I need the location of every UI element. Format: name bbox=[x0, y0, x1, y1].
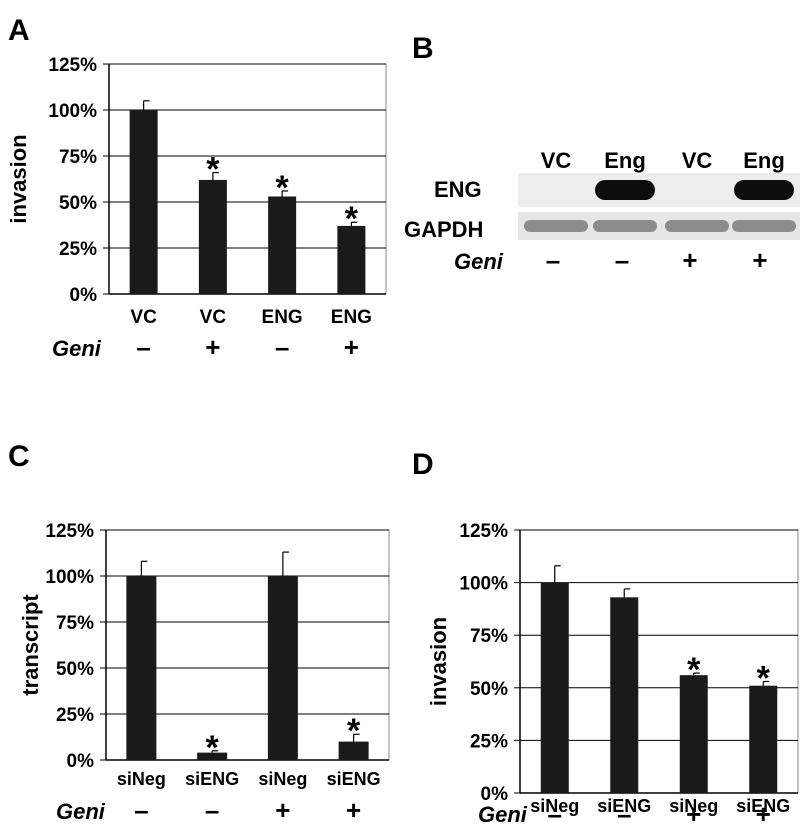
significance-marker: * bbox=[345, 200, 359, 238]
chart-panel-a: 0% 25% 50% 75% 100% 125% invasion VC – * VC + * ENG – *… bbox=[6, 55, 387, 362]
y-tick-label: 75% bbox=[470, 626, 508, 647]
y-tick-label: 75% bbox=[59, 147, 97, 168]
chart-panel-c: 0%25%50%75%100%125%transcriptsiNeg–*siEN… bbox=[18, 521, 390, 825]
bar bbox=[198, 179, 227, 294]
y-tick-label: 25% bbox=[59, 239, 97, 260]
gapdh-band bbox=[732, 220, 796, 232]
geni-sign: – bbox=[275, 332, 289, 362]
geni-sign: – bbox=[617, 799, 631, 826]
x-category-label: siNeg bbox=[117, 769, 166, 789]
geni-sign: – bbox=[205, 795, 219, 825]
x-category-label: siNeg bbox=[530, 796, 579, 816]
x-category-label: VC bbox=[130, 307, 157, 328]
bar bbox=[540, 582, 569, 793]
eng-band bbox=[734, 180, 794, 200]
blot-geni-sign: + bbox=[682, 245, 697, 275]
significance-marker: * bbox=[206, 729, 220, 767]
bar bbox=[129, 110, 158, 294]
bar bbox=[338, 741, 369, 760]
y-tick-label: 75% bbox=[56, 613, 94, 634]
bar bbox=[610, 597, 639, 793]
gapdh-band bbox=[665, 220, 729, 232]
bar bbox=[126, 576, 157, 760]
y-tick-label: 100% bbox=[459, 574, 508, 595]
blot-geni-sign: + bbox=[752, 245, 767, 275]
y-tick-label: 25% bbox=[56, 705, 94, 726]
y-tick-label: 50% bbox=[56, 659, 94, 680]
y-tick-label: 0% bbox=[481, 784, 509, 805]
geni-sign: + bbox=[686, 799, 701, 826]
blot-geni-label: Geni bbox=[454, 249, 504, 274]
geni-label: Geni bbox=[52, 336, 102, 361]
geni-sign: + bbox=[205, 332, 220, 362]
panel-label-a: A bbox=[8, 14, 30, 47]
geni-label: Geni bbox=[478, 802, 528, 826]
blot-lane-label: VC bbox=[682, 148, 713, 173]
blot-lane-label: VC bbox=[541, 148, 572, 173]
bar bbox=[679, 675, 708, 793]
x-category-label: VC bbox=[200, 307, 227, 328]
panel-label-c: C bbox=[8, 440, 30, 473]
x-category-label: ENG bbox=[331, 307, 372, 328]
geni-sign: + bbox=[344, 332, 359, 362]
x-category-label: siENG bbox=[736, 796, 790, 816]
blot-lane-label: Eng bbox=[604, 148, 646, 173]
y-tick-label: 0% bbox=[70, 285, 98, 306]
geni-label: Geni bbox=[56, 799, 106, 824]
y-tick-label: 100% bbox=[45, 567, 94, 588]
geni-sign: + bbox=[275, 795, 290, 825]
y-axis-label: transcript bbox=[18, 594, 43, 696]
y-tick-label: 25% bbox=[470, 731, 508, 752]
blot-lane-label: Eng bbox=[743, 148, 785, 173]
significance-marker: * bbox=[206, 151, 220, 189]
geni-sign: + bbox=[756, 799, 771, 826]
significance-marker: * bbox=[276, 169, 290, 207]
blot-bands bbox=[524, 180, 796, 232]
y-tick-label: 50% bbox=[59, 193, 97, 214]
x-category-label: siNeg bbox=[669, 796, 718, 816]
panel-label-b: B bbox=[412, 32, 434, 65]
significance-marker: * bbox=[757, 659, 771, 697]
gapdh-band bbox=[524, 220, 588, 232]
blot-row-label-eng: ENG bbox=[434, 177, 482, 202]
western-blot-panel-b: VC Eng VC Eng ENG GAPDH Geni – – + + bbox=[404, 148, 800, 275]
gapdh-band bbox=[593, 220, 657, 232]
bar bbox=[197, 752, 228, 760]
significance-marker: * bbox=[687, 651, 701, 689]
blot-geni-sign: – bbox=[546, 245, 560, 275]
bar bbox=[268, 196, 297, 294]
eng-band bbox=[595, 180, 655, 200]
bar bbox=[267, 576, 298, 760]
geni-sign: – bbox=[134, 795, 148, 825]
y-tick-label: 125% bbox=[48, 55, 97, 76]
y-tick-label: 50% bbox=[470, 679, 508, 700]
y-axis-label: invasion bbox=[6, 134, 31, 223]
x-category-label: siENG bbox=[597, 796, 651, 816]
geni-sign: – bbox=[548, 799, 562, 826]
bar bbox=[749, 685, 778, 793]
blot-geni-sign: – bbox=[615, 245, 629, 275]
x-category-label: siENG bbox=[327, 769, 381, 789]
y-tick-label: 125% bbox=[45, 521, 94, 542]
significance-marker: * bbox=[347, 712, 361, 750]
x-category-label: siNeg bbox=[258, 769, 307, 789]
y-axis-label: invasion bbox=[426, 617, 451, 706]
y-tick-label: 0% bbox=[67, 751, 95, 772]
x-category-label: ENG bbox=[262, 307, 303, 328]
x-category-label: siENG bbox=[185, 769, 239, 789]
y-tick-label: 125% bbox=[459, 521, 508, 542]
bar bbox=[337, 225, 366, 294]
blot-row-label-gapdh: GAPDH bbox=[404, 217, 483, 242]
panel-label-d: D bbox=[412, 448, 434, 481]
geni-sign: – bbox=[136, 332, 150, 362]
y-tick-label: 100% bbox=[48, 101, 97, 122]
geni-sign: + bbox=[346, 795, 361, 825]
